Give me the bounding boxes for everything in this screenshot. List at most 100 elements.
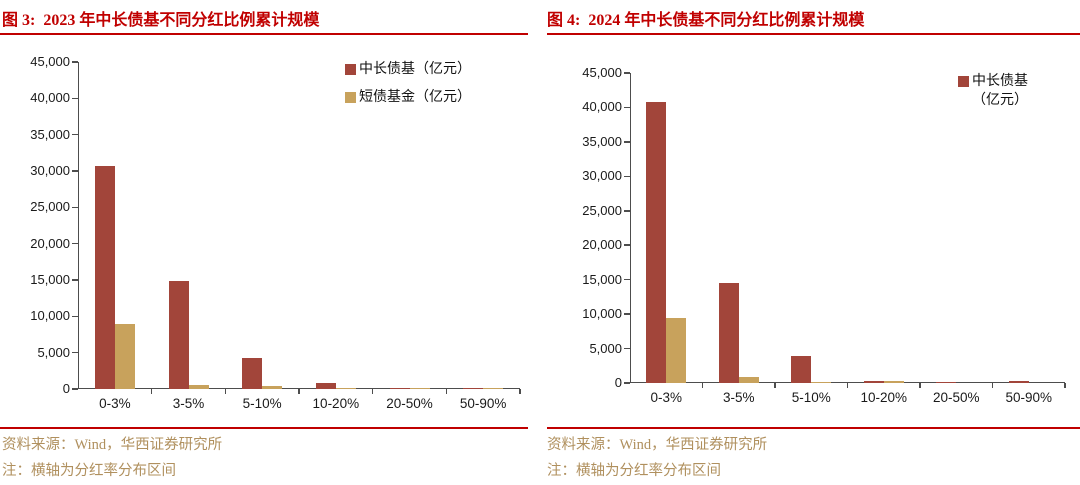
y-axis-label: 15,000 — [582, 271, 622, 287]
bar — [315, 383, 336, 389]
y-axis-tick — [624, 106, 630, 109]
bar — [463, 387, 484, 389]
figure-3-note-text: 注：横轴为分红率分布区间 — [2, 463, 176, 479]
y-axis-tick — [624, 72, 630, 74]
x-axis-tick — [919, 383, 921, 388]
y-axis-tick — [624, 278, 630, 281]
bar — [883, 381, 904, 383]
x-axis-label: 50-90% — [459, 396, 507, 411]
y-axis-label: 45,000 — [30, 54, 70, 69]
x-axis-tick — [519, 389, 521, 394]
x-axis-label: 3-5% — [172, 396, 205, 411]
x-axis-tick — [371, 389, 374, 394]
bar — [1008, 381, 1029, 383]
figure-4-bottom-rule — [547, 427, 1080, 429]
y-axis-label: 30,000 — [582, 168, 622, 184]
y-axis-label: 5,000 — [589, 340, 622, 356]
y-axis-tick — [72, 242, 78, 245]
y-axis-tick — [624, 382, 630, 384]
bar — [791, 356, 812, 383]
legend-marker — [345, 92, 356, 103]
legend-item: 短债基金（亿元） — [345, 88, 471, 107]
y-axis-tick — [72, 206, 78, 209]
y-axis-label: 30,000 — [30, 163, 70, 178]
x-axis-tick — [445, 389, 448, 394]
y-axis-label: 25,000 — [582, 202, 622, 218]
x-axis-tick — [701, 383, 704, 388]
x-axis-tick — [1064, 383, 1066, 388]
x-axis-tick — [298, 389, 300, 394]
figure-4-title-rule — [547, 33, 1080, 35]
y-axis-tick — [624, 175, 630, 178]
y-axis-tick — [624, 313, 630, 315]
y-axis-label: 5,000 — [37, 344, 70, 360]
y-axis-tick — [72, 170, 78, 172]
bar — [863, 381, 884, 383]
x-axis-label: 10-20% — [312, 396, 360, 411]
x-axis-label: 5-10% — [791, 390, 831, 405]
legend-label: 短债基金（亿元） — [359, 90, 471, 105]
figure-4-note-text: 注：横轴为分红率分布区间 — [547, 463, 721, 479]
y-axis-label: 15,000 — [30, 272, 70, 287]
y-axis-tick — [624, 244, 630, 246]
legend-label: 中长债基（亿元） — [359, 62, 471, 77]
figure-3-source-text: 资料来源：Wind，华西证券研究所 — [2, 437, 223, 453]
bar — [242, 358, 263, 389]
y-axis-label: 35,000 — [582, 133, 622, 149]
legend-item: 中长债基（亿元） — [958, 72, 1028, 110]
figure-4-title: 图 4: 2024 年中长债基不同分红比例累计规模 — [547, 12, 865, 29]
plot-axes — [78, 62, 520, 389]
bar — [936, 381, 957, 383]
y-axis-tick — [72, 133, 78, 136]
x-axis-tick — [846, 383, 849, 388]
x-axis-tick — [991, 383, 994, 388]
figure-4-panel: 图 4: 2024 年中长债基不同分红比例累计规模 0 5,000 10,000 15… — [540, 0, 1080, 485]
y-axis-tick — [72, 351, 78, 354]
bar — [738, 377, 759, 383]
chart-legend: 中长债基（亿元） 短债基金（亿元） — [345, 60, 471, 116]
bar — [94, 165, 115, 389]
bar — [114, 323, 135, 389]
legend-marker — [345, 64, 356, 75]
y-axis-label: 10,000 — [30, 308, 70, 324]
y-axis-label: 25,000 — [30, 199, 70, 215]
x-axis-label: 3-5% — [722, 390, 755, 405]
bar — [188, 385, 209, 389]
plot-axes — [630, 73, 1065, 383]
y-axis-tick — [72, 279, 78, 281]
bar-chart-2023: 0 5,000 10,000 15,000 20,000 25,000 30,000 35,0… — [30, 54, 521, 411]
bar — [168, 280, 189, 389]
bar — [666, 318, 687, 383]
bar — [718, 283, 739, 383]
figure-3-title-rule — [0, 33, 528, 35]
y-axis-tick — [624, 141, 630, 143]
x-axis-label: 0-3% — [650, 390, 682, 405]
bar — [483, 388, 504, 389]
bar — [811, 382, 832, 383]
figure-4-source-text: 资料来源：Wind，华西证券研究所 — [547, 437, 768, 453]
y-axis-tick — [72, 61, 78, 63]
y-axis-label: 45,000 — [582, 65, 622, 80]
y-axis-label: 20,000 — [30, 235, 70, 251]
bar-chart-2024: 0 5,000 10,000 15,000 20,000 25,000 30,000 35,0… — [540, 0, 1080, 485]
y-axis-tick — [72, 315, 78, 318]
y-axis-label: 0 — [614, 375, 622, 390]
bar — [389, 387, 410, 389]
x-axis-label: 5-10% — [242, 396, 282, 411]
y-axis-label: 40,000 — [30, 90, 70, 106]
y-axis-label: 10,000 — [582, 306, 622, 322]
y-axis-tick — [72, 97, 78, 100]
y-axis-tick — [72, 388, 78, 390]
x-axis-label: 20-50% — [932, 390, 980, 405]
x-axis-tick — [774, 383, 776, 388]
figure-3-title: 图 3: 2023 年中长债基不同分红比例累计规模 — [2, 12, 320, 29]
chart-legend: 中长债基 （亿元） — [958, 72, 1028, 119]
x-axis-tick — [150, 389, 153, 394]
y-axis-label: 0 — [62, 381, 70, 396]
x-axis-label: 0-3% — [99, 396, 131, 411]
legend-item: 中长债基（亿元） — [345, 60, 471, 79]
figure-3-panel: 图 3: 2023 年中长债基不同分红比例累计规模 0 5,000 10,000 15… — [0, 12, 528, 479]
legend-marker — [958, 76, 969, 87]
legend-label: 中长债基（亿元） — [972, 74, 1028, 108]
y-axis-label: 20,000 — [582, 237, 622, 253]
